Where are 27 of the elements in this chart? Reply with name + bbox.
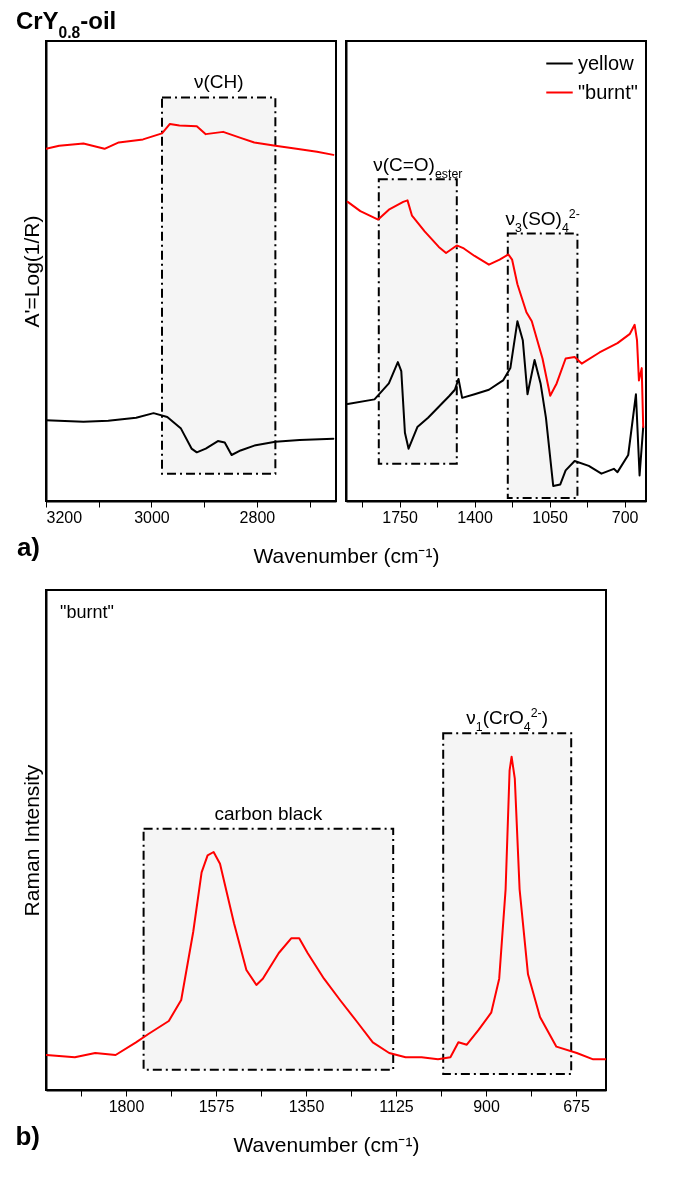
text: "burnt" [60,602,114,622]
band-label: ν$_{1}$(CrO$_{4}$$^{2-}$) [466,706,549,735]
x-tick-label: 1575 [198,1097,235,1115]
legend-label: yellow [578,51,635,74]
band-label: ν(CH) [193,70,244,92]
band-label: carbon black [214,802,323,824]
text: b) [15,1121,40,1151]
x-tick-label: 3200 [46,508,83,526]
x-tick-label: 1125 [379,1097,414,1115]
y-axis-title: A'=Log(1/R) [19,215,43,328]
x-tick-label: 1800 [108,1097,145,1115]
chart-title: CrY$_{0.8}$-oil [15,7,117,41]
x-axis-title: Wavenumber (cm⁻¹) [253,543,440,567]
x-tick-label: 700 [611,508,639,526]
x-tick-label: 1400 [457,508,493,526]
x-axis-title: Wavenumber (cm⁻¹) [233,1132,420,1156]
x-tick-label: 1350 [288,1097,325,1115]
x-tick-label: 1050 [532,508,568,526]
x-tick-label: 2800 [239,508,276,526]
x-tick-label: 1750 [382,508,418,526]
x-tick-label: 3000 [134,508,170,526]
legend-label: "burnt" [578,80,638,103]
y-axis-title: Raman Intensity [19,764,43,917]
x-tick-label: 900 [473,1097,500,1115]
band-label: ν(C=O)$_{ester}$ [373,153,463,181]
x-tick-label: 675 [563,1097,590,1115]
text: a) [16,532,40,562]
